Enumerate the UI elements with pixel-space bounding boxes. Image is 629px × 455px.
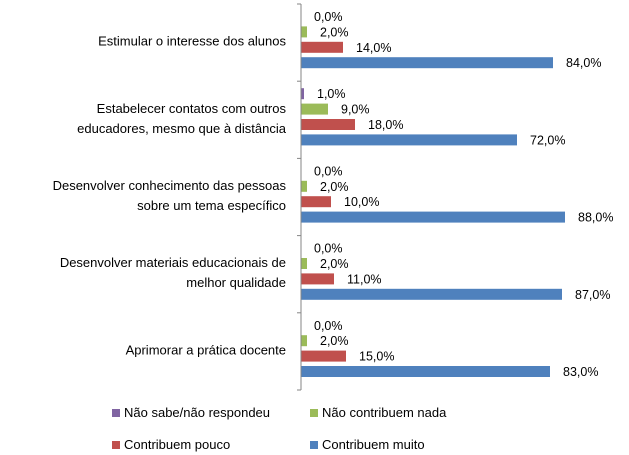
data-label: 14,0% bbox=[356, 41, 391, 55]
bar-1 bbox=[301, 88, 304, 100]
data-label: 2,0% bbox=[320, 25, 349, 39]
bar-3 bbox=[301, 119, 355, 130]
data-label: 0,0% bbox=[314, 242, 343, 256]
bar-4 bbox=[301, 288, 562, 300]
bar-4 bbox=[301, 57, 553, 69]
legend-item-nao-sabe: Não sabe/não respondeu bbox=[112, 405, 270, 420]
category-label: educadores, mesmo que à distância bbox=[77, 121, 287, 136]
legend-swatch-nao-contribuem bbox=[310, 408, 318, 417]
data-label: 2,0% bbox=[320, 334, 349, 348]
bar-2 bbox=[301, 180, 307, 192]
data-label: 10,0% bbox=[344, 195, 379, 209]
bar-3 bbox=[301, 350, 346, 362]
legend-swatch-contribuem-muito bbox=[310, 440, 318, 449]
bar-3 bbox=[301, 273, 334, 285]
data-label: 0,0% bbox=[314, 319, 343, 333]
data-label: 2,0% bbox=[320, 257, 349, 271]
bar-2 bbox=[301, 103, 328, 115]
bar-3 bbox=[301, 196, 331, 208]
data-label: 88,0% bbox=[578, 211, 613, 225]
legend-label-contribuem-muito: Contribuem muito bbox=[322, 437, 425, 452]
legend-item-contribuem-pouco: Contribuem pouco bbox=[112, 437, 230, 452]
data-label: 11,0% bbox=[347, 272, 382, 286]
data-label: 2,0% bbox=[320, 180, 349, 194]
category-label: Estimular o interesse dos alunos bbox=[98, 34, 286, 49]
data-label: 83,0% bbox=[563, 365, 598, 379]
data-label: 1,0% bbox=[317, 87, 346, 101]
category-label: sobre um tema específico bbox=[137, 198, 286, 213]
legend-item-nao-contribuem: Não contribuem nada bbox=[310, 405, 446, 420]
bar-2 bbox=[301, 26, 307, 38]
bar-4 bbox=[301, 211, 565, 223]
data-label: 0,0% bbox=[314, 164, 343, 178]
bar-2 bbox=[301, 258, 307, 269]
data-label: 9,0% bbox=[341, 103, 370, 117]
bar-2 bbox=[301, 335, 307, 347]
legend-swatch-contribuem-pouco bbox=[112, 440, 120, 449]
data-label: 0,0% bbox=[314, 10, 343, 24]
category-label: Desenvolver materiais educacionais de bbox=[60, 255, 286, 270]
category-label: Estabelecer contatos com outros bbox=[97, 101, 287, 116]
bar-4 bbox=[301, 134, 517, 146]
data-label: 84,0% bbox=[566, 56, 601, 70]
bar-3 bbox=[301, 41, 343, 53]
category-label: melhor qualidade bbox=[186, 275, 286, 290]
legend-label-nao-contribuem: Não contribuem nada bbox=[322, 405, 447, 420]
category-label: Desenvolver conhecimento das pessoas bbox=[53, 178, 287, 193]
legend-swatch-nao-sabe bbox=[112, 408, 120, 417]
category-label: Aprimorar a prática docente bbox=[126, 342, 286, 357]
legend-label-nao-sabe: Não sabe/não respondeu bbox=[124, 405, 271, 420]
legend-label-contribuem-pouco: Contribuem pouco bbox=[124, 437, 231, 452]
bar-4 bbox=[301, 366, 550, 377]
data-label: 18,0% bbox=[368, 118, 403, 132]
legend-item-contribuem-muito: Contribuem muito bbox=[310, 437, 425, 452]
data-label: 72,0% bbox=[530, 133, 565, 147]
data-label: 15,0% bbox=[359, 350, 394, 364]
data-label: 87,0% bbox=[575, 288, 610, 302]
